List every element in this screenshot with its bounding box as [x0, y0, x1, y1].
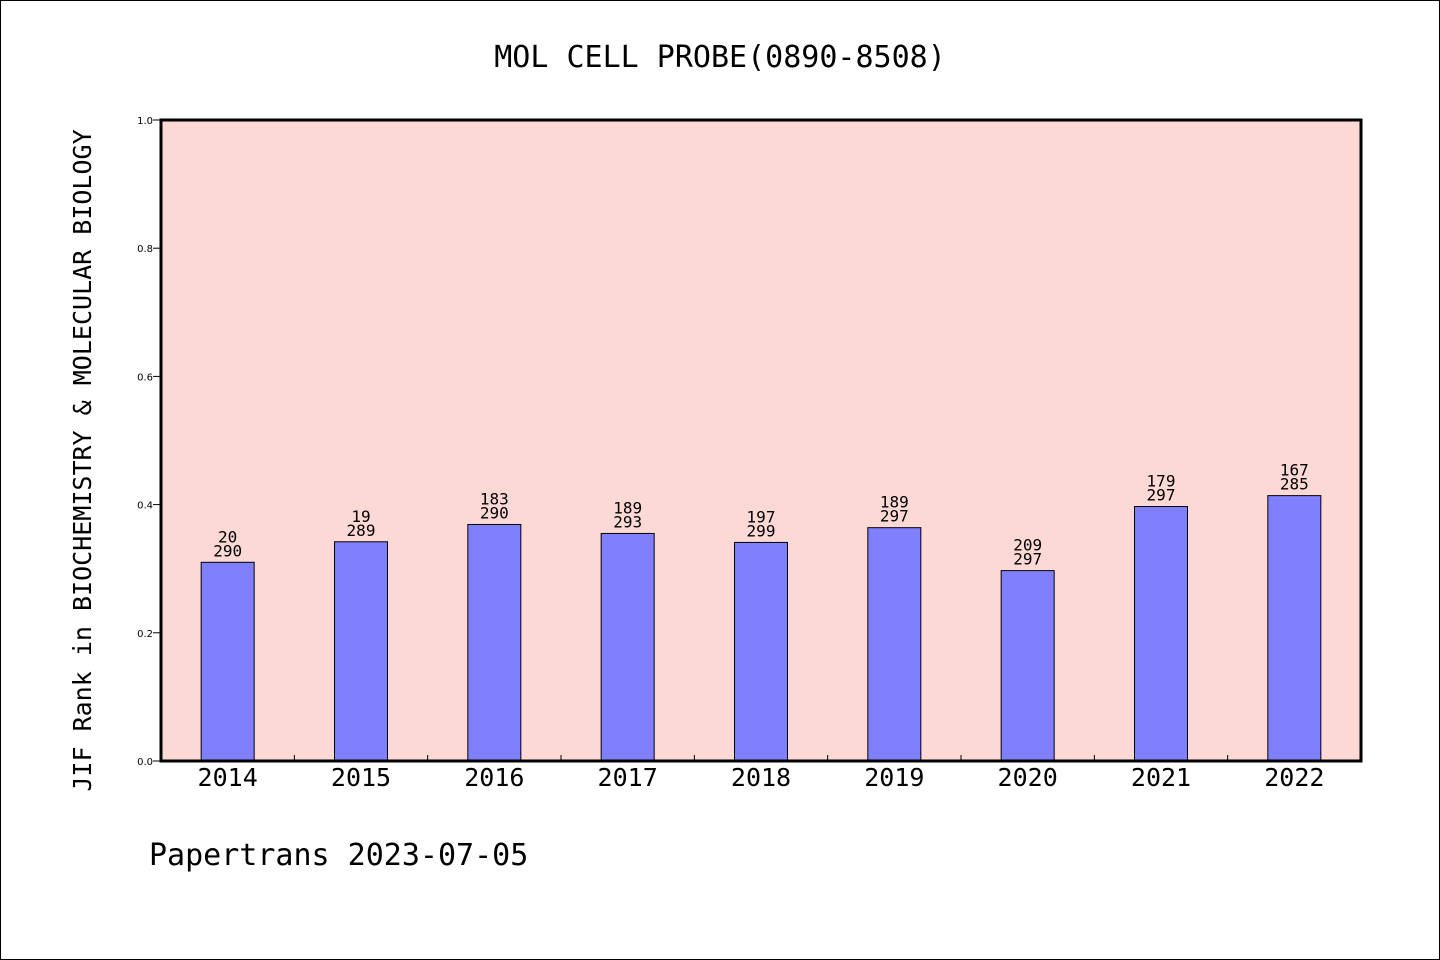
x-tick-label: 2022 — [1264, 763, 1324, 792]
total-label: 289 — [347, 521, 376, 540]
y-tick-label: 0.4 — [137, 501, 153, 512]
bar-2020 — [1000, 570, 1055, 762]
bar-2019 — [867, 527, 922, 762]
rank-label: 167 — [1280, 461, 1309, 480]
bar-2022 — [1267, 495, 1322, 762]
rank-label: 20 — [218, 527, 237, 546]
total-label: 290 — [213, 541, 242, 560]
bar-2016 — [467, 523, 522, 762]
y-tick-label: 1.0 — [137, 116, 153, 127]
bar-2017 — [600, 532, 655, 762]
rank-label: 19 — [351, 507, 370, 526]
rank-label: 179 — [1147, 472, 1176, 491]
footer-credit: Papertrans 2023-07-05 — [149, 838, 528, 873]
x-tick-label: 2020 — [998, 763, 1058, 792]
total-label: 297 — [880, 507, 909, 526]
chart-title: MOL CELL PROBE(0890-8508) — [494, 40, 946, 75]
plot-frame — [159, 118, 1363, 763]
x-tick-label: 2017 — [598, 763, 658, 792]
bar-2021 — [1134, 506, 1188, 762]
rank-label: 209 — [1013, 536, 1042, 555]
total-label: 285 — [1280, 475, 1309, 494]
y-tick-label: 0.0 — [137, 757, 153, 768]
total-label: 297 — [1013, 550, 1042, 569]
rank-label: 189 — [880, 493, 909, 512]
total-label: 293 — [613, 512, 642, 531]
rank-label: 183 — [480, 489, 509, 508]
y-tick-label: 0.8 — [137, 244, 153, 255]
ticks-layer: 0.0 0.2 0.4 0.6 0.8 1.0 2014 2015 2016 2017 2018 20… — [137, 116, 1324, 792]
x-tick-label: 2016 — [464, 763, 524, 792]
x-tick-label: 2014 — [198, 763, 258, 792]
y-tick-label: 0.2 — [137, 629, 153, 640]
y-axis-label: JIF Rank in BIOCHEMISTRY & MOLECULAR BIO… — [68, 129, 97, 791]
bar-2018 — [734, 541, 788, 762]
total-label: 299 — [747, 521, 776, 540]
rank-label: 197 — [747, 507, 776, 526]
total-label: 297 — [1147, 486, 1176, 505]
bars-layer — [200, 495, 1322, 762]
bar-2014 — [200, 561, 255, 762]
x-tick-label: 2021 — [1131, 763, 1191, 792]
x-tick-label: 2015 — [331, 763, 391, 792]
x-tick-label: 2019 — [864, 763, 924, 792]
bar-2015 — [334, 541, 388, 762]
y-tick-label: 0.6 — [137, 372, 153, 383]
rank-label: 189 — [613, 498, 642, 517]
x-tick-label: 2018 — [731, 763, 791, 792]
total-label: 290 — [480, 503, 509, 522]
